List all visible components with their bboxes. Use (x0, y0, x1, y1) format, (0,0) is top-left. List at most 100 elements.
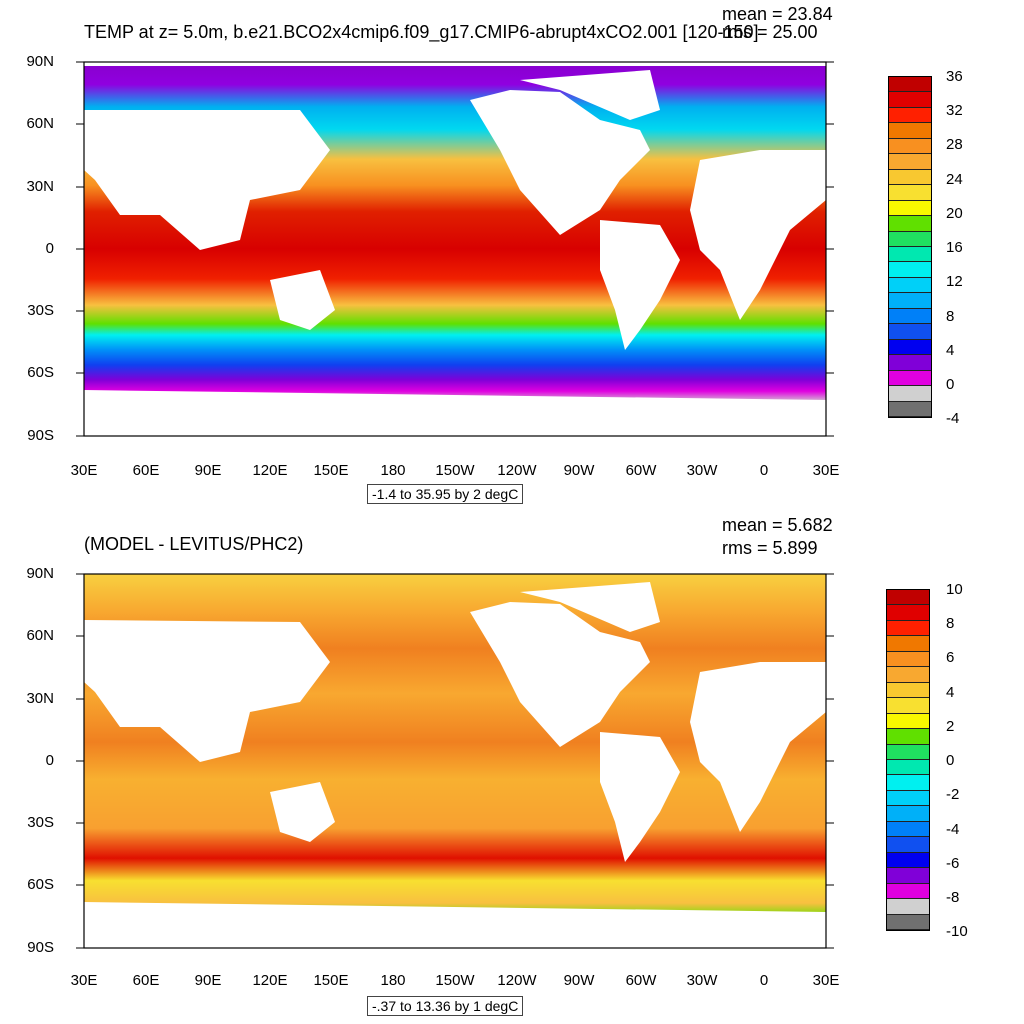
top-lat-label: 90S (27, 427, 54, 444)
bottom-colorbar-label: -10 (946, 923, 968, 940)
colorbar-swatch (887, 821, 929, 838)
bottom-lat-label: 30S (27, 814, 54, 831)
top-colorbar-label: 12 (946, 273, 963, 290)
bottom-lon-label: 90E (194, 972, 222, 989)
top-lat-label: 60S (27, 364, 54, 381)
colorbar-swatch (887, 620, 929, 637)
colorbar-swatch (889, 138, 931, 155)
colorbar-swatch (889, 216, 931, 232)
bottom-lon-label: 30E (812, 972, 840, 989)
top-range-label: -1.4 to 35.95 by 2 degC (367, 484, 524, 504)
top-lon-label: 150W (435, 462, 475, 479)
bottom-lat-label: 0 (45, 752, 54, 769)
top-colorbar-label: 0 (946, 376, 955, 393)
bottom-colorbar-label: 2 (946, 718, 955, 735)
bottom-colorbar (886, 589, 930, 931)
bottom-lat-label: 90S (27, 939, 54, 956)
colorbar-swatch (889, 77, 931, 93)
top-colorbar-label: 8 (946, 308, 955, 325)
bottom-colorbar-label: 6 (946, 649, 955, 666)
colorbar-swatch (889, 262, 931, 278)
colorbar-swatch (887, 899, 929, 915)
top-lat-label: 30N (26, 178, 54, 195)
top-lon-label: 120E (252, 462, 288, 479)
top-lon-label: 60W (625, 462, 657, 479)
colorbar-swatch (887, 590, 929, 606)
colorbar-swatch (889, 339, 931, 356)
colorbar-swatch (889, 123, 931, 139)
bottom-lon-label: 180 (380, 972, 406, 989)
colorbar-swatch (887, 775, 929, 791)
colorbar-swatch (889, 324, 931, 340)
top-mean-stat: mean = 23.84 (722, 4, 833, 24)
bottom-lat-label: 60N (26, 627, 54, 644)
bottom-lat-label: 90N (26, 565, 54, 582)
bottom-lon-label: 60W (625, 972, 657, 989)
top-rms-stat: rms = 25.00 (722, 22, 818, 42)
top-colorbar-label: 24 (946, 171, 963, 188)
colorbar-swatch (889, 246, 931, 263)
colorbar-swatch (889, 293, 931, 309)
top-colorbar-label: 20 (946, 205, 963, 222)
colorbar-swatch (887, 744, 929, 760)
colorbar-swatch (889, 169, 931, 186)
colorbar-swatch (887, 883, 929, 900)
colorbar-swatch (887, 852, 929, 869)
top-colorbar (888, 76, 932, 418)
top-colorbar-label: 4 (946, 342, 955, 359)
colorbar-swatch (887, 605, 929, 621)
colorbar-swatch (887, 759, 929, 776)
top-colorbar-label: 28 (946, 136, 963, 153)
bottom-colorbar-label: 0 (946, 752, 955, 769)
colorbar-swatch (889, 200, 931, 217)
bottom-colorbar-label: -8 (946, 889, 960, 906)
bottom-lon-label: 120E (252, 972, 288, 989)
bottom-lon-label: 60E (132, 972, 160, 989)
colorbar-swatch (887, 651, 929, 668)
colorbar-swatch (887, 837, 929, 853)
top-lon-label: 90E (194, 462, 222, 479)
colorbar-swatch (889, 231, 931, 247)
top-lat-label: 30S (27, 302, 54, 319)
top-ticks (76, 61, 834, 437)
bottom-lon-label: 150W (435, 972, 475, 989)
colorbar-swatch (889, 107, 931, 124)
bottom-lat-label: 30N (26, 690, 54, 707)
bottom-mean-stat: mean = 5.682 (722, 515, 833, 535)
bottom-colorbar-label: 4 (946, 684, 955, 701)
bottom-lat-label: 60S (27, 876, 54, 893)
bottom-lon-label: 90W (563, 972, 595, 989)
top-colorbar-label: -4 (946, 410, 960, 427)
top-colorbar-label: 16 (946, 239, 963, 256)
bottom-ocean-field (84, 574, 826, 948)
colorbar-swatch (887, 729, 929, 745)
colorbar-swatch (889, 277, 931, 294)
colorbar-swatch (889, 308, 931, 325)
bottom-lon-label: 0 (759, 972, 769, 989)
top-lon-label: 120W (497, 462, 537, 479)
colorbar-swatch (887, 698, 929, 714)
bottom-ticks (76, 573, 834, 949)
top-lat-label: 90N (26, 53, 54, 70)
colorbar-swatch (889, 401, 931, 417)
top-panel-title: TEMP at z= 5.0m, b.e21.BCO2x4cmip6.f09_g… (84, 22, 759, 42)
top-colorbar-label: 36 (946, 68, 963, 85)
bottom-colorbar-label: 10 (946, 581, 963, 598)
top-lon-label: 0 (759, 462, 769, 479)
colorbar-swatch (887, 868, 929, 884)
top-ocean-field (84, 62, 826, 436)
colorbar-swatch (887, 682, 929, 699)
colorbar-swatch (889, 386, 931, 402)
bottom-colorbar-label: -2 (946, 786, 960, 803)
top-lon-label: 30E (812, 462, 840, 479)
colorbar-swatch (889, 154, 931, 170)
bottom-colorbar-label: -6 (946, 855, 960, 872)
top-lon-label: 180 (380, 462, 406, 479)
bottom-range-label: -.37 to 13.36 by 1 degC (367, 996, 524, 1016)
bottom-rms-stat: rms = 5.899 (722, 538, 818, 558)
bottom-lon-label: 120W (497, 972, 537, 989)
top-lon-label: 30E (70, 462, 98, 479)
colorbar-swatch (889, 185, 931, 201)
colorbar-swatch (887, 713, 929, 730)
